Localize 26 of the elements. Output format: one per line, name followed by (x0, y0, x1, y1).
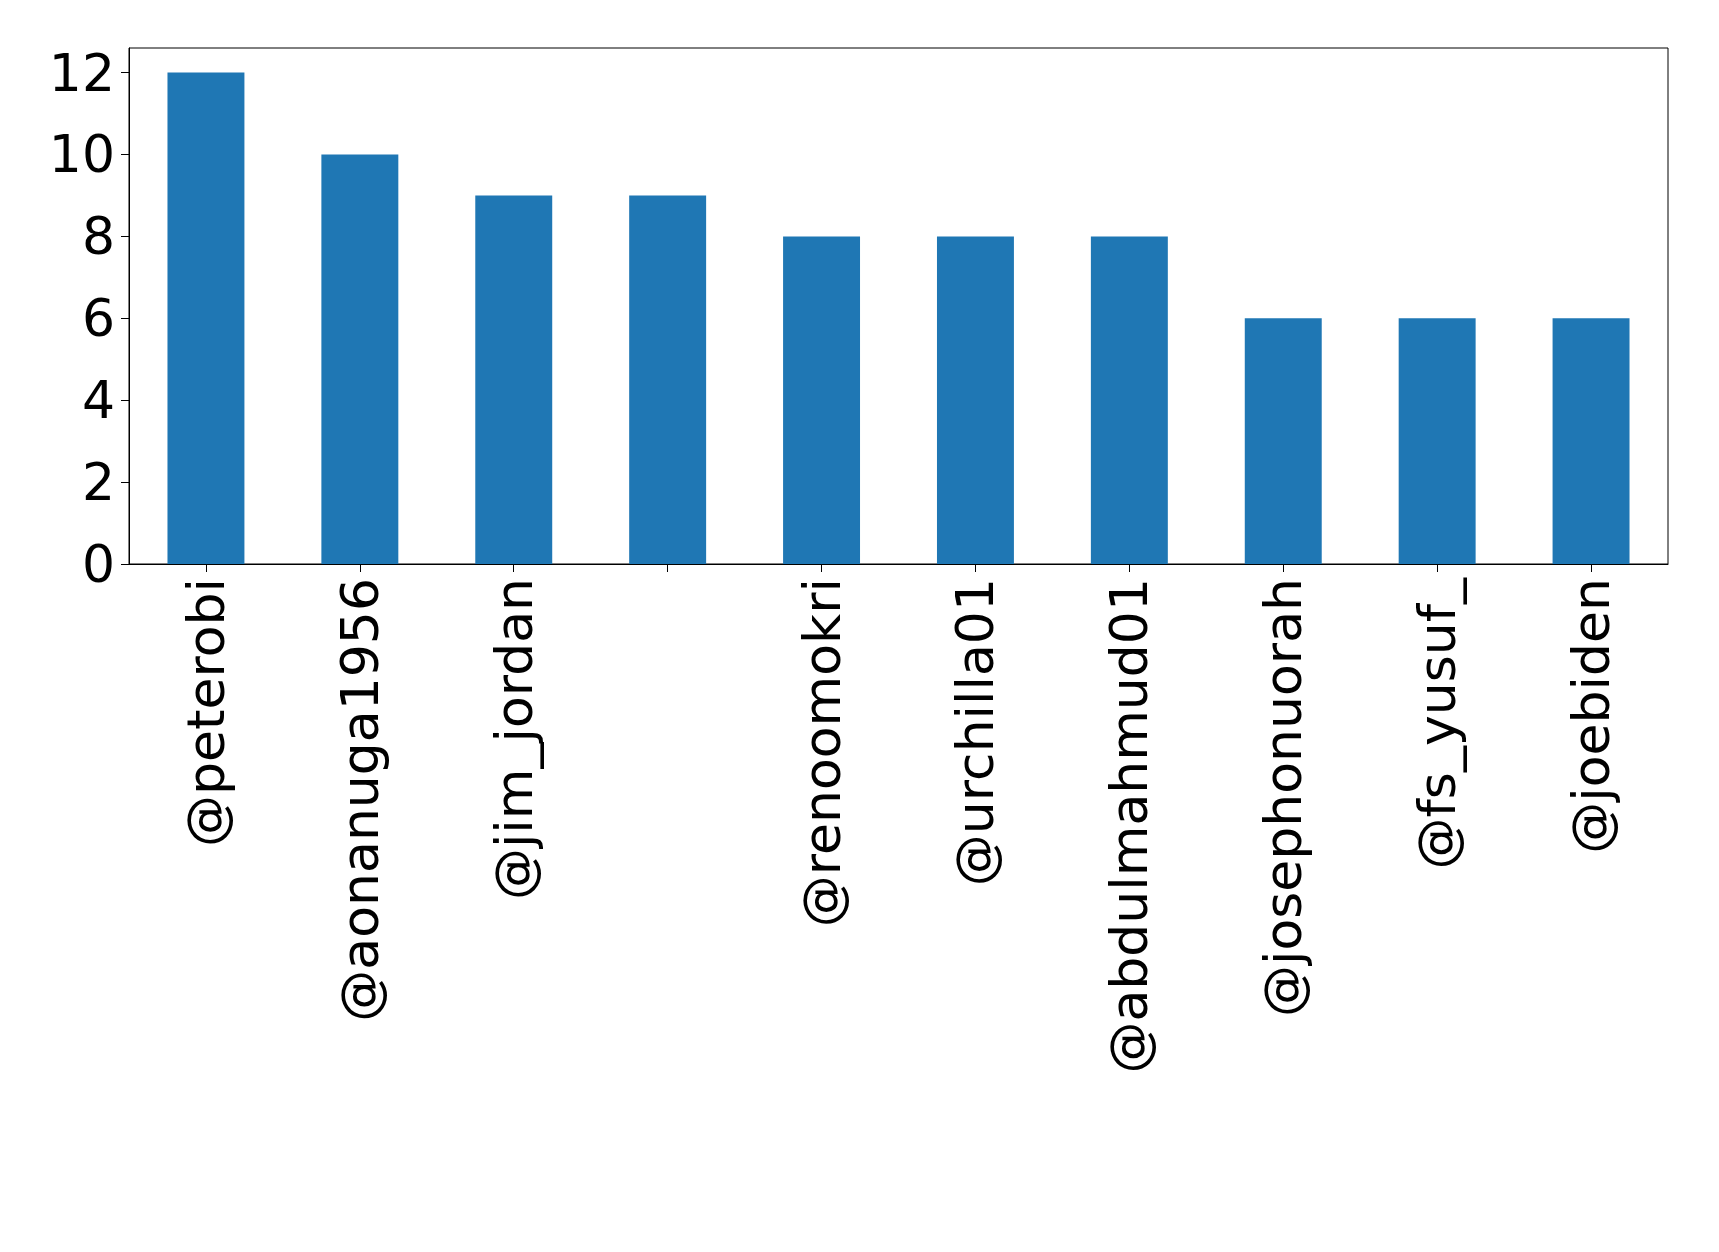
y-tick-label: 6 (81, 288, 115, 349)
y-tick-label: 10 (48, 124, 115, 185)
bar (936, 236, 1014, 564)
y-tick-label: 4 (81, 370, 115, 431)
x-tick-label: @josephonuorah (1253, 578, 1314, 1018)
x-tick-label: @renoomokri (791, 578, 852, 928)
y-tick-label: 0 (81, 534, 115, 594)
x-tick-label: @jim_jordan (483, 578, 544, 901)
bar (1090, 236, 1168, 564)
x-tick-label: @abdulmahmud01 (1099, 578, 1160, 1074)
bar (783, 236, 861, 564)
bar (167, 72, 245, 564)
y-tick-label: 2 (81, 452, 115, 513)
bar (1398, 318, 1476, 564)
y-tick-label: 12 (48, 42, 115, 103)
bar (475, 195, 553, 564)
bar (321, 154, 399, 564)
x-tick-label: @fs_yusuf_ (1407, 577, 1468, 870)
x-tick-label: @urchilla01 (945, 578, 1006, 887)
x-tick-label: @aonanuga1956 (329, 578, 390, 1022)
bar (1244, 318, 1322, 564)
bar (1552, 318, 1630, 564)
x-tick-label: @joebiden (1561, 578, 1622, 854)
x-tick-label: @peterobi (175, 578, 236, 847)
y-tick-label: 8 (81, 206, 115, 267)
bar (629, 195, 707, 564)
